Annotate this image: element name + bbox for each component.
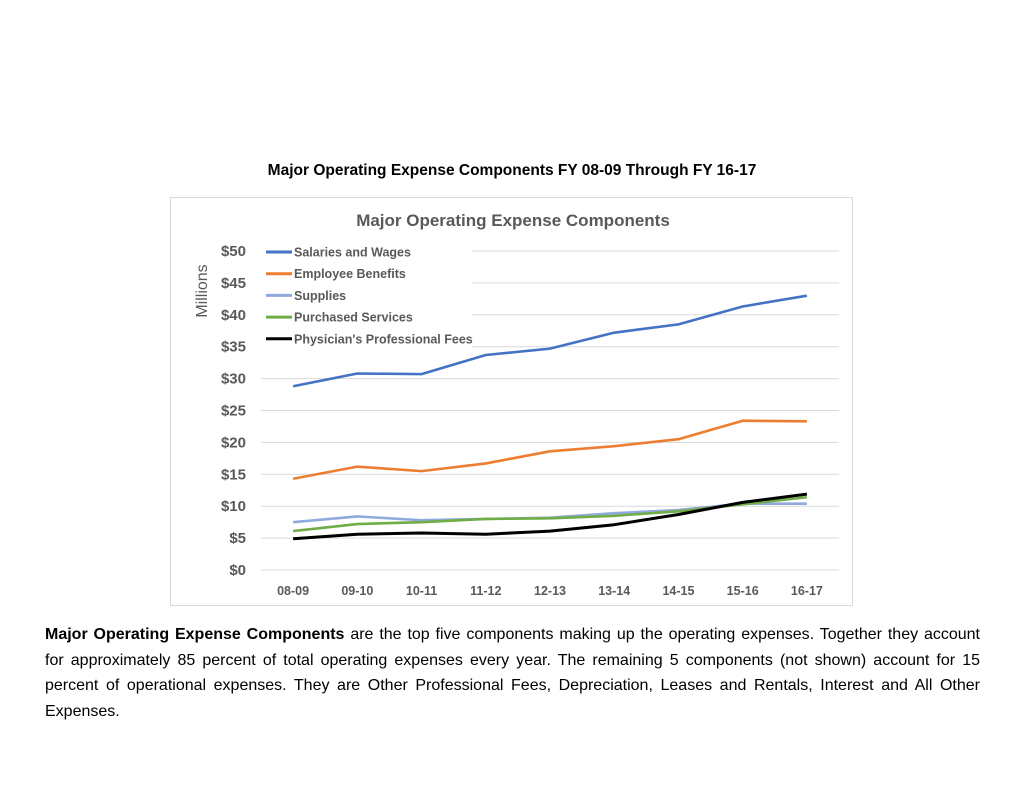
legend-label: Purchased Services — [294, 311, 413, 325]
x-tick-label: 12-13 — [534, 584, 566, 598]
description-text: are the top five components making up th… — [45, 626, 981, 720]
x-tick-label: 08-09 — [277, 584, 309, 598]
x-tick-label: 15-16 — [727, 584, 759, 598]
description-paragraph: Major Operating Expense Components are t… — [45, 622, 980, 724]
x-tick-label: 14-15 — [662, 584, 694, 598]
series-line-4 — [293, 492, 808, 541]
y-tick-label: $45 — [221, 275, 246, 292]
y-tick-label: $10 — [221, 498, 246, 515]
y-tick-label: $35 — [221, 339, 246, 356]
y-axis-label: Millions — [194, 264, 211, 317]
x-tick-label: 13-14 — [598, 584, 630, 598]
series-line-1 — [292, 419, 807, 481]
series-line-3 — [292, 495, 808, 533]
y-tick-label: $20 — [221, 434, 246, 451]
chart-svg: Major Operating Expense Components Milli… — [194, 211, 839, 598]
y-tick-label: $5 — [229, 530, 246, 547]
x-tick-label: 10-11 — [406, 584, 437, 598]
y-tick-label: $30 — [221, 371, 246, 388]
y-tick-label: $0 — [229, 562, 246, 579]
y-tick-label: $25 — [221, 403, 246, 420]
chart: Major Operating Expense Components Milli… — [170, 197, 853, 606]
legend-label: Supplies — [294, 289, 346, 303]
series-line-0 — [292, 294, 808, 388]
y-tick-label: $50 — [221, 243, 246, 260]
chart-title: Major Operating Expense Components — [356, 211, 670, 230]
y-tick-label: $40 — [221, 307, 246, 324]
x-tick-label: 16-17 — [791, 584, 823, 598]
description-bold: Major Operating Expense Components — [45, 626, 345, 643]
y-tick-label: $15 — [221, 466, 246, 483]
legend-label: Salaries and Wages — [294, 246, 411, 260]
document-title: Major Operating Expense Components FY 08… — [267, 162, 757, 179]
legend-label: Physician's Professional Fees — [294, 332, 473, 346]
legend-label: Employee Benefits — [294, 267, 406, 281]
x-tick-label: 11-12 — [470, 584, 501, 598]
x-tick-label: 09-10 — [341, 584, 373, 598]
